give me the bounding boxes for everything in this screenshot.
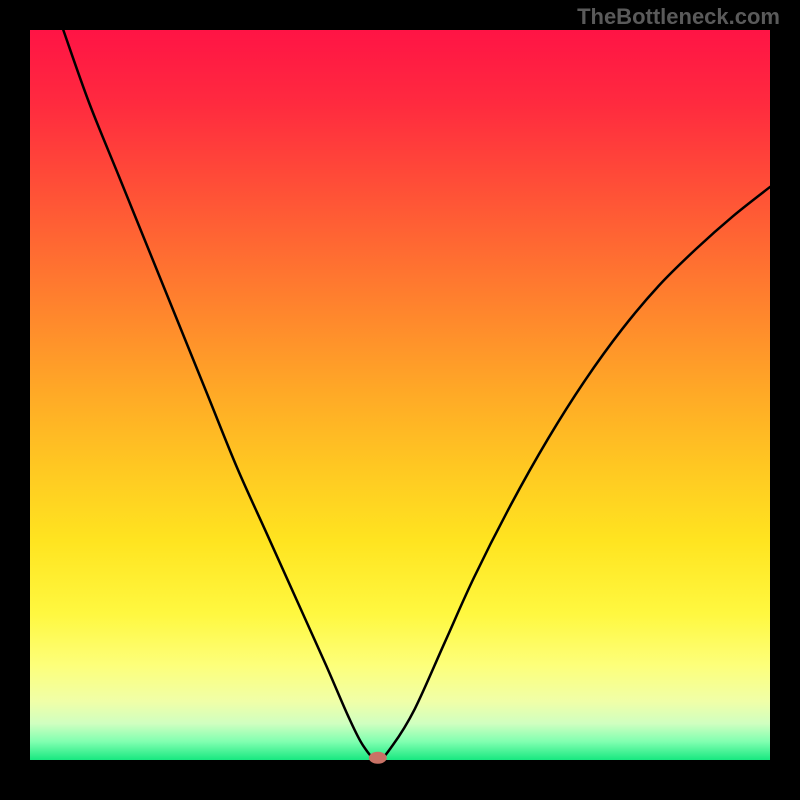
minimum-marker (369, 752, 387, 764)
bottleneck-chart (0, 0, 800, 800)
watermark-text: TheBottleneck.com (577, 4, 780, 30)
plot-background (30, 30, 770, 760)
chart-container: TheBottleneck.com (0, 0, 800, 800)
